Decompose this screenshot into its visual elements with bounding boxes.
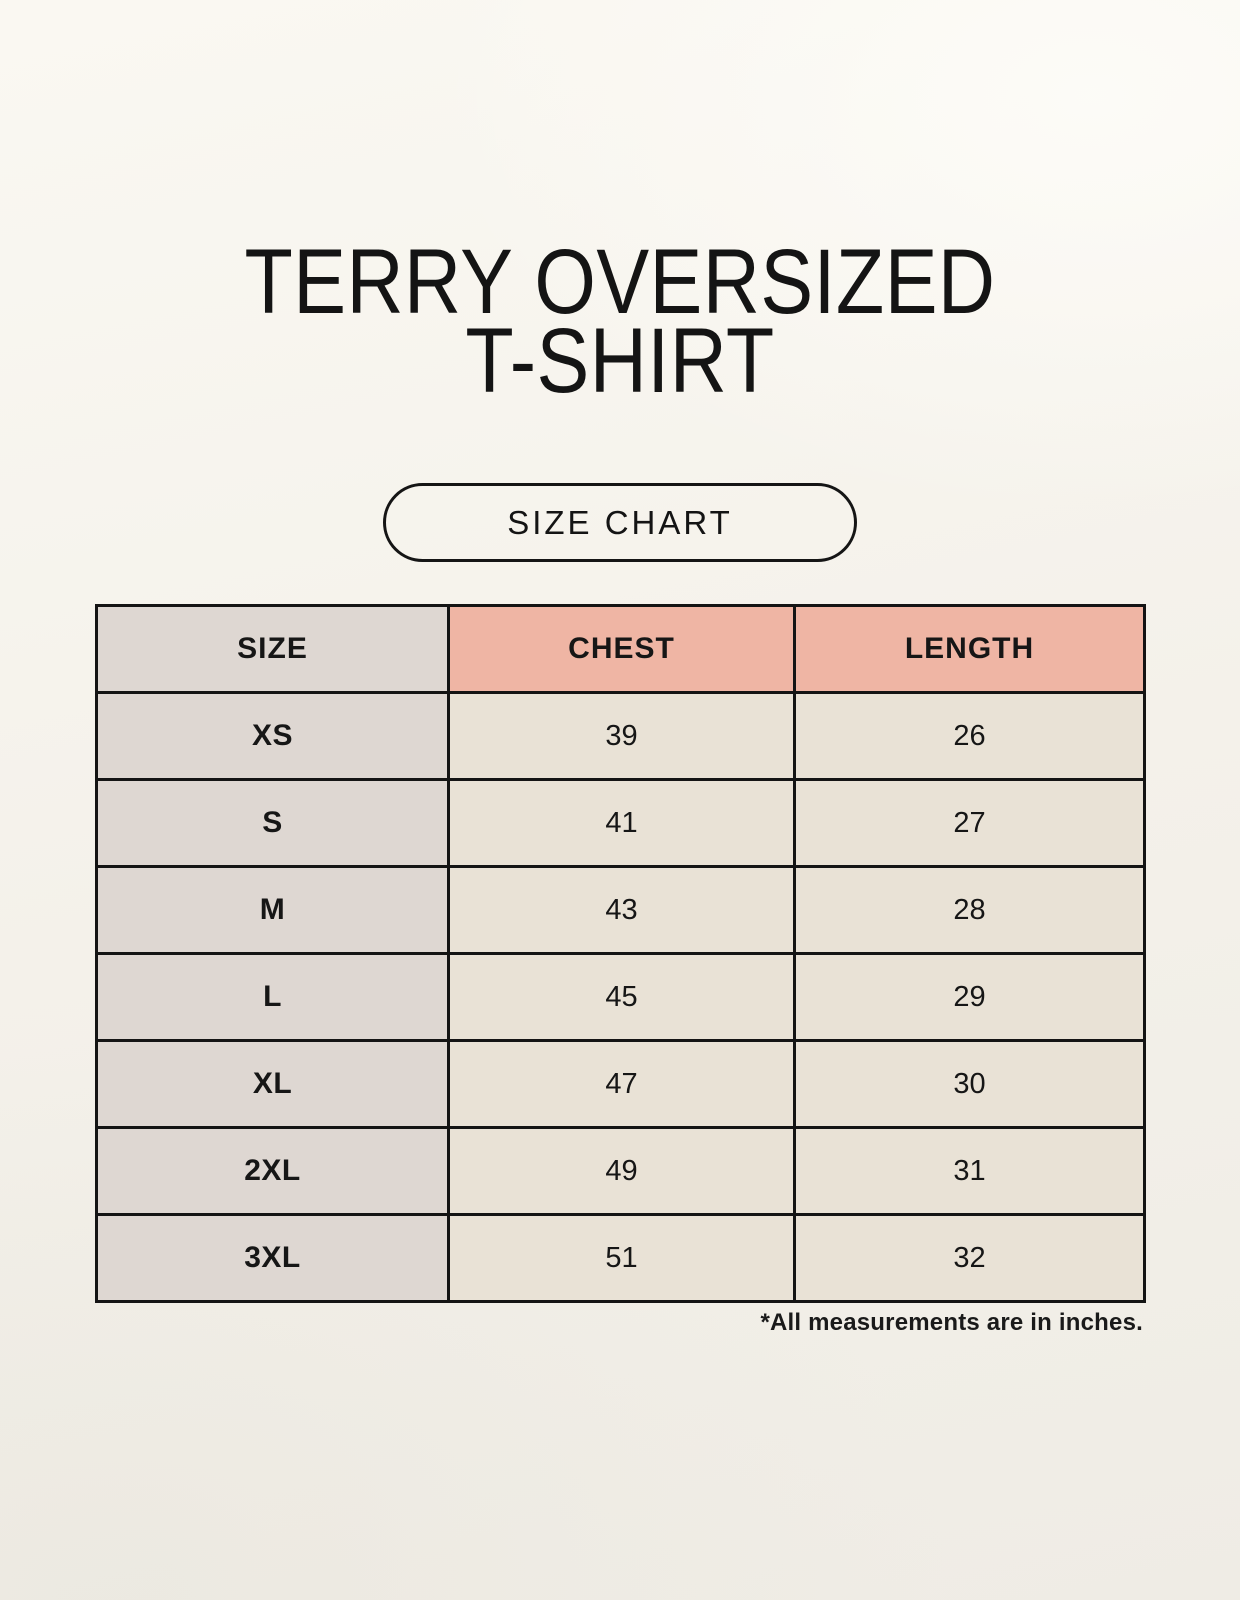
size-label: 2XL — [95, 1126, 450, 1216]
size-label: XL — [95, 1039, 450, 1129]
page-title: TERRY OVERSIZED T-SHIRT — [87, 231, 1153, 412]
chest-value: 45 — [447, 952, 796, 1042]
length-value: 32 — [793, 1213, 1146, 1303]
length-value: 31 — [793, 1126, 1146, 1216]
title-line-1: TERRY OVERSIZED — [244, 231, 996, 333]
length-value: 28 — [793, 865, 1146, 955]
size-label: S — [95, 778, 450, 868]
title-line-2: T-SHIRT — [465, 310, 775, 412]
table-row: M 43 28 — [95, 865, 1146, 955]
size-label: XS — [95, 691, 450, 781]
table-row: S 41 27 — [95, 778, 1146, 868]
size-label: L — [95, 952, 450, 1042]
length-value: 27 — [793, 778, 1146, 868]
table-row: XS 39 26 — [95, 691, 1146, 781]
column-header-size: SIZE — [95, 604, 450, 694]
table-header-row: SIZE CHEST LENGTH — [95, 604, 1146, 694]
length-value: 29 — [793, 952, 1146, 1042]
length-value: 30 — [793, 1039, 1146, 1129]
chest-value: 41 — [447, 778, 796, 868]
chest-value: 47 — [447, 1039, 796, 1129]
column-header-length: LENGTH — [793, 604, 1146, 694]
size-label: 3XL — [95, 1213, 450, 1303]
size-label: M — [95, 865, 450, 955]
table-row: XL 47 30 — [95, 1039, 1146, 1129]
chest-value: 51 — [447, 1213, 796, 1303]
length-value: 26 — [793, 691, 1146, 781]
size-chart-button-label: SIZE CHART — [507, 503, 733, 541]
size-chart-table: SIZE CHEST LENGTH XS 39 26 S 41 27 M 43 … — [95, 604, 1146, 1303]
table-row: L 45 29 — [95, 952, 1146, 1042]
size-chart-button[interactable]: SIZE CHART — [383, 483, 857, 562]
column-header-chest: CHEST — [447, 604, 796, 694]
chest-value: 49 — [447, 1126, 796, 1216]
table-row: 2XL 49 31 — [95, 1126, 1146, 1216]
chest-value: 39 — [447, 691, 796, 781]
chest-value: 43 — [447, 865, 796, 955]
table-row: 3XL 51 32 — [95, 1213, 1146, 1303]
measurements-note: *All measurements are in inches. — [760, 1309, 1143, 1336]
